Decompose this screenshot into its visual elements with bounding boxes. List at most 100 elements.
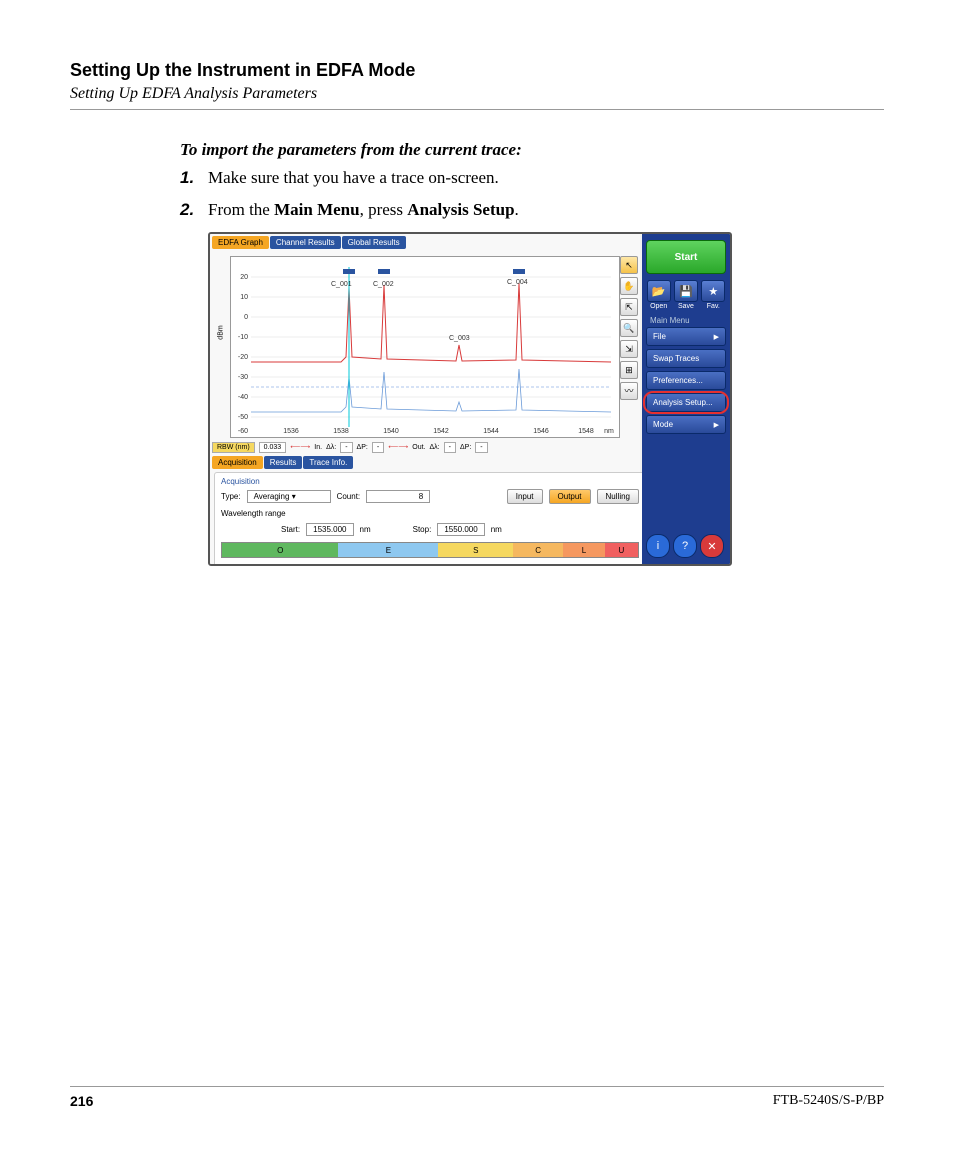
rbw-label: RBW (nm) xyxy=(212,442,255,453)
tab-results[interactable]: Results xyxy=(264,456,303,469)
dl-val-out: - xyxy=(444,442,456,453)
file-fav[interactable]: ★Fav. xyxy=(701,280,726,310)
tab-global-results[interactable]: Global Results xyxy=(342,236,406,249)
fav-icon: ★ xyxy=(701,280,725,302)
peak-label: C_003 xyxy=(449,335,470,342)
type-dropdown[interactable]: Averaging ▾ xyxy=(247,490,331,503)
out-arrow-icon: ⟵⟶ xyxy=(388,443,408,451)
y-axis-label: dBm xyxy=(218,325,225,339)
svg-text:1542: 1542 xyxy=(433,428,449,435)
page-footer: 216 FTB-5240S/S-P/BP xyxy=(70,1086,884,1109)
menu-analysis-setup---[interactable]: Analysis Setup... xyxy=(646,393,726,412)
bottom-icon[interactable]: i xyxy=(646,534,670,558)
tool-button-4[interactable]: ⇲ xyxy=(620,340,638,358)
svg-text:0: 0 xyxy=(244,314,248,321)
tool-button-2[interactable]: ⇱ xyxy=(620,298,638,316)
stop-field[interactable]: 1550.000 xyxy=(437,523,484,536)
nm-unit: nm xyxy=(360,525,371,534)
bottom-icon[interactable]: ✕ xyxy=(700,534,724,558)
step-number: 1. xyxy=(180,168,208,188)
tabs-top: EDFA Graph Channel Results Global Result… xyxy=(210,234,640,251)
peak-label: C_004 xyxy=(507,279,528,286)
tab-edfa-graph[interactable]: EDFA Graph xyxy=(212,236,269,249)
trace-svg: 20100 -10-20-30 -40-50-60 153615381540 1… xyxy=(231,257,619,437)
open-icon: 📂 xyxy=(647,280,671,302)
save-icon: 💾 xyxy=(674,280,698,302)
count-label: Count: xyxy=(337,492,361,501)
menu-mode[interactable]: Mode▶ xyxy=(646,415,726,434)
section-title: To import the parameters from the curren… xyxy=(180,140,860,160)
output-button[interactable]: Output xyxy=(549,489,591,504)
input-button[interactable]: Input xyxy=(507,489,543,504)
step-2: 2. From the Main Menu, press Analysis Se… xyxy=(180,200,860,220)
menu-swap-traces[interactable]: Swap Traces xyxy=(646,349,726,368)
step-number: 2. xyxy=(180,200,208,220)
acq-title: Acquisition xyxy=(221,477,639,486)
start-label: Start: xyxy=(281,525,300,534)
svg-text:1546: 1546 xyxy=(533,428,549,435)
tool-button-1[interactable]: ✋ xyxy=(620,277,638,295)
svg-text:1548: 1548 xyxy=(578,428,594,435)
menu-heading: Main Menu xyxy=(646,314,726,327)
svg-text:10: 10 xyxy=(240,294,248,301)
peak-label: C_002 xyxy=(373,281,394,288)
step-text: From the Main Menu, press Analysis Setup… xyxy=(208,200,519,220)
tab-channel-results[interactable]: Channel Results xyxy=(270,236,341,249)
band-bar[interactable]: OESCLU xyxy=(221,542,639,558)
nulling-button[interactable]: Nulling xyxy=(597,489,639,504)
menu-preferences---[interactable]: Preferences... xyxy=(646,371,726,390)
nm-unit: nm xyxy=(491,525,502,534)
start-field[interactable]: 1535.000 xyxy=(306,523,353,536)
tool-button-0[interactable]: ↖ xyxy=(620,256,638,274)
tool-button-3[interactable]: 🔍 xyxy=(620,319,638,337)
rbw-value: 0.033 xyxy=(259,442,287,453)
delta-p-label: ΔP: xyxy=(357,444,368,451)
start-button[interactable]: Start xyxy=(646,240,726,274)
graph-area[interactable]: 20100 -10-20-30 -40-50-60 153615381540 1… xyxy=(230,256,620,438)
svg-text:-30: -30 xyxy=(238,374,248,381)
bottom-icon-row: i?✕ xyxy=(646,534,724,558)
app-screenshot: EDFA Graph Channel Results Global Result… xyxy=(208,232,732,566)
page-number: 216 xyxy=(70,1093,93,1109)
band-l: L xyxy=(563,543,605,557)
tool-button-6[interactable]: 〰 xyxy=(620,382,638,400)
svg-text:-40: -40 xyxy=(238,394,248,401)
in-label: In. xyxy=(314,444,322,451)
svg-text:1540: 1540 xyxy=(383,428,399,435)
file-save[interactable]: 💾Save xyxy=(673,280,698,310)
band-e: E xyxy=(338,543,438,557)
page-heading: Setting Up the Instrument in EDFA Mode xyxy=(70,60,884,81)
tabs-mid: Acquisition Results Trace Info. xyxy=(212,456,353,469)
delta-lambda-label: Δλ: xyxy=(326,444,336,451)
bottom-icon[interactable]: ? xyxy=(673,534,697,558)
svg-text:-20: -20 xyxy=(238,354,248,361)
tool-button-5[interactable]: ⊞ xyxy=(620,361,638,379)
tab-acquisition[interactable]: Acquisition xyxy=(212,456,263,469)
menu-list: File▶ Swap Traces Preferences... Analysis S… xyxy=(646,327,726,434)
dp-val-out: - xyxy=(475,442,487,453)
svg-text:-50: -50 xyxy=(238,414,248,421)
count-field[interactable]: 8 xyxy=(366,490,430,503)
menu-file[interactable]: File▶ xyxy=(646,327,726,346)
chevron-right-icon: ▶ xyxy=(714,333,719,341)
step-text: Make sure that you have a trace on-scree… xyxy=(208,168,499,188)
band-u: U xyxy=(605,543,638,557)
right-panel: Start 📂Open💾Save★Fav. Main Menu File▶ Swa… xyxy=(642,234,730,564)
wl-range-label: Wavelength range xyxy=(221,509,286,518)
band-o: O xyxy=(222,543,338,557)
acquisition-panel: Acquisition Type: Averaging ▾ Count: 8 I… xyxy=(214,472,646,566)
svg-text:1544: 1544 xyxy=(483,428,499,435)
peak-label: C_001 xyxy=(331,281,352,288)
delta-lambda-label: Δλ: xyxy=(430,444,440,451)
dp-val: - xyxy=(372,442,384,453)
svg-text:1536: 1536 xyxy=(283,428,299,435)
tab-trace-info[interactable]: Trace Info. xyxy=(303,456,353,469)
delta-p-label: ΔP: xyxy=(460,444,471,451)
band-c: C xyxy=(513,543,563,557)
file-open[interactable]: 📂Open xyxy=(646,280,671,310)
content-block: To import the parameters from the curren… xyxy=(180,140,860,566)
info-bar: RBW (nm) 0.033 ⟵⟶ In. Δλ: - ΔP: - ⟵⟶ Out… xyxy=(212,440,634,454)
stop-label: Stop: xyxy=(413,525,432,534)
doc-id: FTB-5240S/S-P/BP xyxy=(773,1093,884,1109)
in-arrow-icon: ⟵⟶ xyxy=(290,443,310,451)
